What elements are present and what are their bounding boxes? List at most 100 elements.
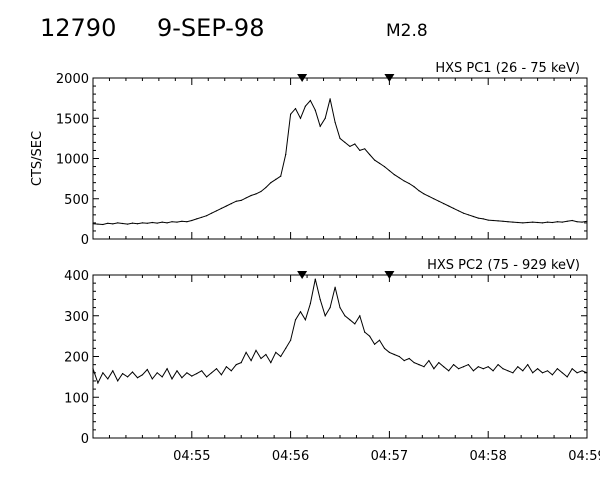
panel1-ytick-label: 0 [81, 233, 89, 248]
panel1-data-point [581, 221, 583, 223]
panel2-data-point [492, 370, 494, 372]
panel1-data-point [151, 221, 153, 224]
panel2-data-point [201, 370, 203, 372]
panel2-ytick-label: 400 [64, 269, 89, 284]
panel1-data-point [576, 221, 578, 223]
panel1-data-point [97, 223, 99, 225]
panel2-data-point [339, 307, 341, 309]
panel1-data-point [309, 99, 311, 102]
event-date: 9-SEP-98 [157, 14, 265, 42]
panel2-xtick-label: 04:56 [272, 449, 309, 464]
panel1-ytick-label: 500 [64, 193, 89, 208]
panel1-series-line [92, 98, 588, 226]
panel2-data-point [364, 331, 366, 333]
panel2-data-point [141, 374, 143, 376]
panel2-data-point [280, 355, 282, 358]
panel2-data-point [290, 339, 292, 341]
panel2-data-point [482, 368, 484, 370]
panel2-data-point [97, 382, 99, 384]
panel1-data-point [112, 223, 114, 225]
panel2-data-point [225, 366, 227, 368]
panel2-data-point [556, 368, 559, 370]
panel1-marker [297, 74, 308, 82]
panel1-data-point [369, 153, 371, 156]
panel2-data-point [354, 323, 356, 325]
panel2-data-point [403, 360, 405, 362]
panel1-data-point [260, 190, 262, 193]
panel2-data-point [260, 357, 262, 360]
panel1-data-point [176, 221, 178, 223]
panel1-ylabel: CTS/SEC [30, 131, 45, 186]
panel1-data-point [433, 198, 435, 200]
panel1-data-point [497, 220, 499, 222]
panel2-data-point [127, 376, 129, 378]
panel1-data-point [388, 170, 390, 172]
panel1-data-point [487, 219, 489, 221]
panel1-data-point [502, 220, 504, 222]
panel1-data-point [166, 222, 168, 224]
panel2-data-point [285, 347, 287, 349]
event-id: 12790 [40, 14, 117, 42]
panel2-data-point [171, 378, 173, 380]
panel1-data-point [299, 117, 302, 119]
panel1-data-point [92, 223, 94, 225]
panel1-data-point [319, 125, 321, 127]
panel1-data-point [349, 145, 351, 147]
panel1-data-point [329, 98, 331, 100]
panel2-data-point [527, 364, 529, 366]
panel2-data-point [349, 319, 351, 321]
panel1-data-point [156, 222, 158, 224]
panel1-data-point [220, 207, 222, 209]
panel1-data-point [438, 200, 440, 202]
panel2-data-point [255, 349, 257, 351]
panel1-data-point [537, 221, 539, 224]
panel2-data-point [458, 368, 460, 370]
panel1-data-point [285, 153, 287, 156]
panel2-ytick-label: 0 [81, 432, 89, 447]
panel2-data-point [497, 364, 499, 366]
panel2-data-point [299, 311, 302, 313]
panel1-data-point [131, 222, 134, 224]
panel2-data-point [102, 372, 104, 374]
panel2-data-point [329, 307, 331, 309]
panel1-marker [384, 74, 395, 82]
panel2-data-point [443, 366, 445, 368]
flare-class: M2.8 [386, 21, 428, 41]
panel2-data-point [383, 347, 386, 349]
panel2-data-point [388, 351, 390, 353]
panel1-data-point [314, 109, 316, 111]
panel2-data-point [581, 370, 583, 372]
panel2-data-point [374, 343, 376, 345]
panel2-data-point [245, 351, 247, 353]
panel2-data-point [359, 315, 361, 317]
panel1-data-point [428, 195, 430, 197]
panel2-frame [92, 274, 588, 439]
panel1-data-point [265, 186, 267, 189]
panel2-data-point [453, 364, 455, 366]
panel1-data-point [556, 221, 559, 223]
panel2-xtick-label: 04:57 [371, 449, 408, 464]
panel2-data-point [112, 370, 114, 372]
panel2-xtick-label: 04:59 [568, 449, 600, 464]
panel1-data-point [443, 203, 445, 205]
panel2-data-point [230, 370, 232, 372]
panel2-data-point [408, 357, 410, 360]
panel2-data-point [324, 315, 326, 317]
panel2-data-point [211, 372, 213, 374]
panel1-data-point [294, 108, 297, 110]
panel1-data-point [477, 217, 479, 219]
panel1-data-point [566, 220, 568, 222]
panel1-data-point [423, 193, 425, 195]
panel2-data-point [517, 366, 519, 368]
panel1-data-point [354, 143, 356, 145]
panel1-data-point [250, 194, 252, 197]
panel2-data-point [215, 368, 218, 370]
panel2-data-point [191, 375, 193, 377]
panel1-data-point [196, 218, 198, 220]
panel1-title: HXS PC1 (26 - 75 keV) [435, 61, 580, 76]
panel2-data-point [117, 380, 119, 382]
panel2-data-point [448, 370, 450, 372]
panel1-data-point [191, 219, 193, 222]
panel2-marker [384, 271, 395, 279]
